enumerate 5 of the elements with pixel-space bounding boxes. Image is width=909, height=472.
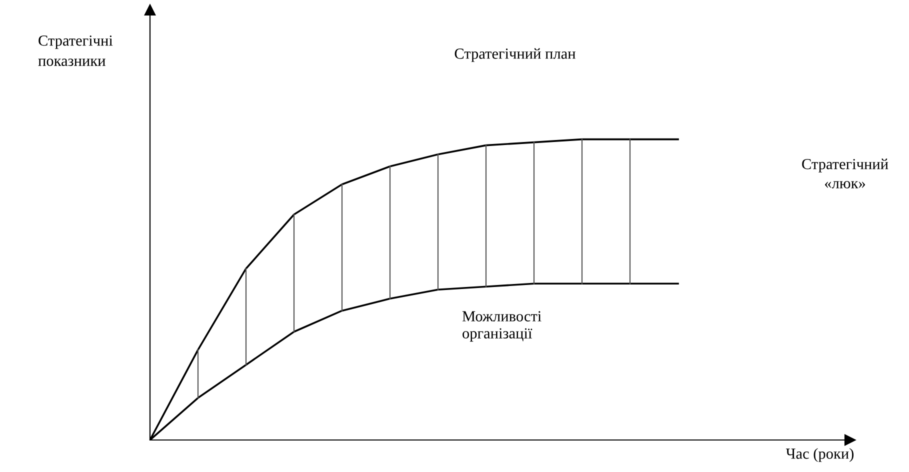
text: Стратегічний «люк» bbox=[802, 158, 888, 188]
text: Стратегічний план bbox=[454, 48, 576, 62]
series-label: Можливості організації bbox=[462, 311, 542, 342]
text: Час (роки) bbox=[786, 448, 854, 462]
y-axis-title: Стратегічні показники bbox=[38, 35, 113, 66]
